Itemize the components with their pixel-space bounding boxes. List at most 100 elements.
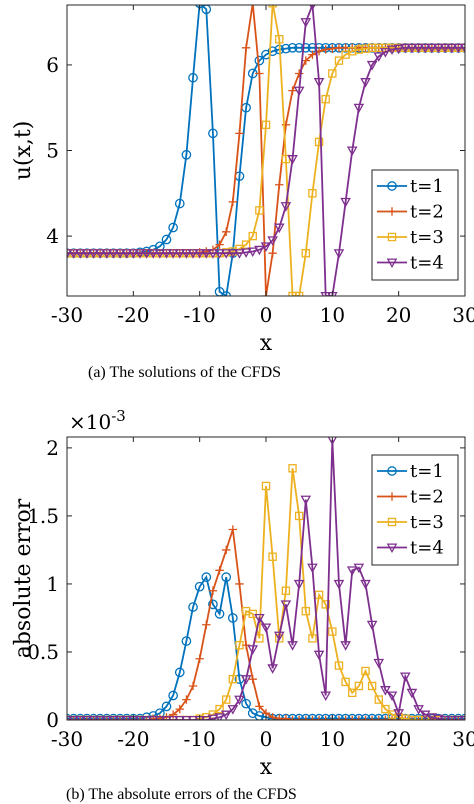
data-point-t=3 [354,681,364,691]
x-tick-label: 0 [260,303,273,327]
data-point-t=4 [108,715,119,720]
y-scale-label: ×10-3 [69,407,126,434]
data-point-t=4 [214,713,225,720]
data-point-t=4 [393,709,404,719]
data-point-t=1 [267,46,278,57]
data-point-t=2 [281,120,291,130]
data-point-t=1 [294,713,305,720]
data-point-t=2 [308,715,317,720]
data-point-t=4 [161,249,172,259]
data-point-t=4 [247,247,259,258]
data-point-t=4 [393,44,404,55]
data-point-t=4 [187,249,199,259]
data-point-t=1 [320,713,331,720]
legend: t=1 t=2 t=3 t=4 [371,454,459,566]
data-point-t=2 [288,715,297,720]
legend-label: t=1 [410,461,444,482]
data-point-t=3 [275,35,284,44]
y-tick-label: 4 [46,224,59,248]
data-point-t=3 [228,674,238,684]
data-point-t=1 [208,128,218,139]
data-point-t=4 [114,249,126,259]
data-point-t=4 [340,641,351,651]
data-point-t=2 [255,702,264,711]
data-point-t=4 [406,43,418,54]
data-point-t=4 [320,691,332,702]
data-point-t=2 [268,713,277,720]
data-point-t=1 [194,581,205,592]
data-point-t=4 [419,43,431,54]
legend: t=1 t=2 t=3 t=4 [371,169,459,281]
figure-caption: (b) The absolute errors of the CFDS [66,786,297,803]
data-point-t=4 [154,249,166,259]
data-point-t=4 [426,43,438,54]
data-point-t=3 [334,661,344,670]
data-point-t=2 [195,654,204,663]
data-point-t=4 [68,249,79,259]
data-point-t=1 [334,713,344,720]
data-point-t=4 [94,715,106,720]
legend-marker-t=3 [387,232,397,242]
data-point-t=4 [333,249,345,259]
data-point-t=1 [181,149,192,160]
data-point-t=4 [167,715,179,720]
data-point-t=2 [228,525,238,534]
data-point-t=4 [267,664,278,674]
data-point-t=2 [168,710,178,719]
data-point-t=2 [294,715,304,720]
data-point-t=3 [321,94,330,104]
data-point-t=2 [381,715,390,720]
data-point-t=2 [202,620,211,629]
data-point-t=4 [134,249,146,259]
data-point-t=3 [301,248,311,258]
data-point-t=4 [94,249,106,259]
data-point-t=4 [313,650,325,661]
data-point-t=4 [234,695,245,706]
data-point-t=1 [174,198,185,209]
legend-marker-t=1 [387,466,397,476]
data-point-t=4 [220,710,232,720]
data-point-t=4 [433,43,444,54]
data-point-t=2 [288,86,297,95]
y-tick-label: 0.5 [27,640,59,664]
data-point-t=3 [294,511,304,521]
data-point-t=4 [154,715,166,720]
data-point-t=2 [434,715,443,720]
data-point-t=1 [201,572,212,582]
data-point-t=4 [254,613,265,624]
data-point-t=2 [421,715,430,720]
y-tick-label: 0 [46,708,59,732]
data-point-t=4 [207,249,219,259]
data-point-t=2 [235,579,244,589]
data-point-t=2 [301,56,310,65]
data-point-t=2 [228,197,238,207]
data-point-t=4 [260,623,272,634]
data-point-t=4 [313,78,325,88]
data-point-t=1 [307,713,318,720]
data-point-t=4 [426,713,438,720]
data-point-t=2 [321,715,330,720]
data-point-t=4 [181,249,192,259]
data-point-t=2 [354,715,364,720]
data-point-t=4 [433,714,444,720]
data-point-t=1 [161,234,172,245]
data-point-t=1 [254,711,265,720]
data-point-t=4 [373,52,385,62]
data-point-t=2 [301,715,310,720]
data-point-t=4 [386,691,398,702]
data-point-t=4 [167,249,179,259]
data-point-t=3 [381,704,390,714]
series-line-t=1 [67,574,465,720]
data-point-t=4 [260,242,272,252]
data-point-t=3 [248,231,257,241]
x-tick-label: -30 [51,727,83,751]
y-axis-label: absolute error [11,498,36,658]
data-point-t=4 [101,249,113,259]
data-point-t=4 [380,686,391,696]
data-point-t=2 [387,715,397,720]
legend-label: t=2 [410,202,444,223]
chart-panel-1: -30 -20 -10 0 10 20 30 4 5 6 x u(x,t) t=1 t=2 t=3 t=4 (a… [11,4,474,381]
data-point-t=1 [188,602,198,612]
data-point-t=1 [214,609,225,619]
data-point-t=2 [208,586,218,595]
